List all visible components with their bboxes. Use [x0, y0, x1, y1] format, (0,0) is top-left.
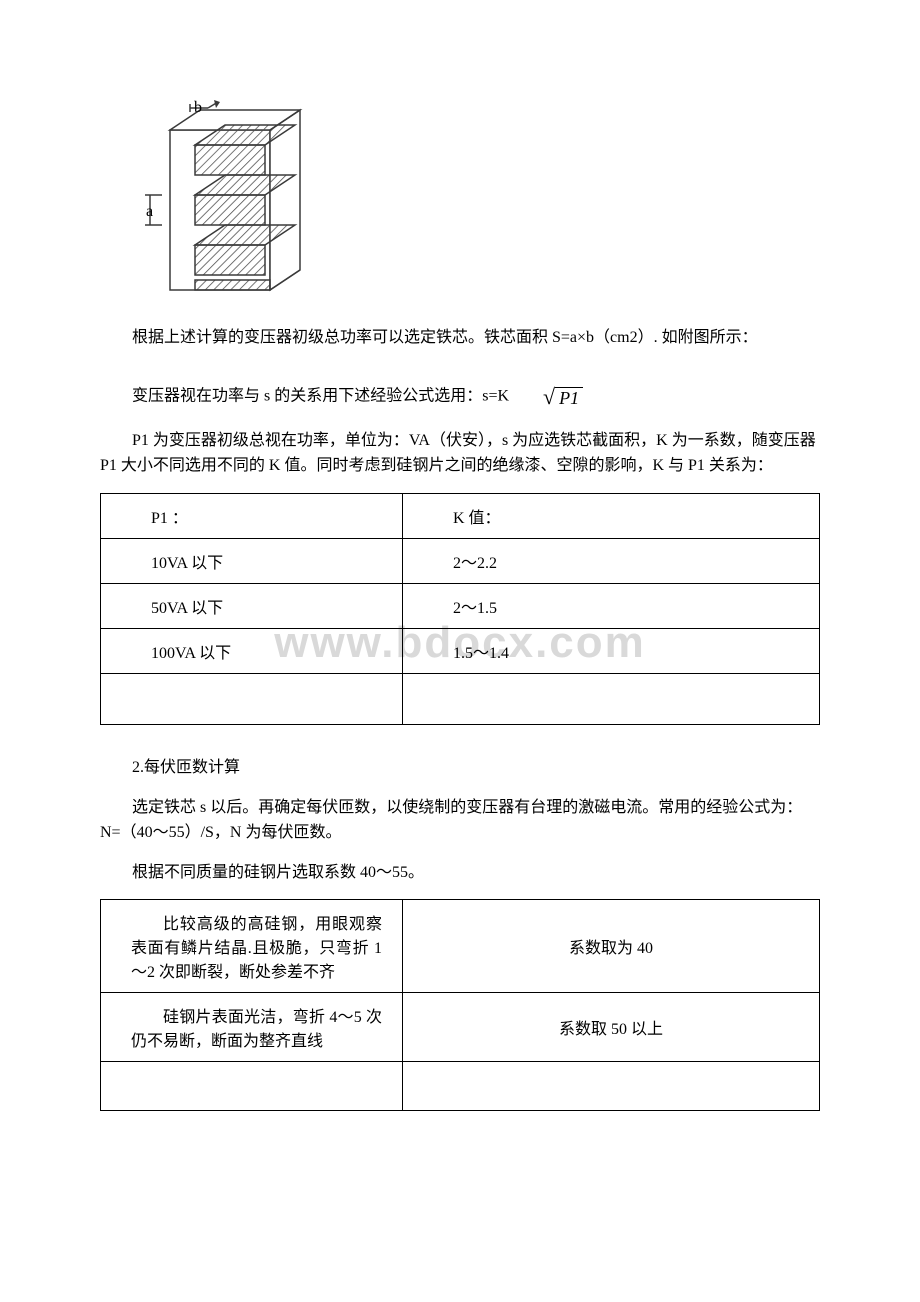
table-cell: 2～1.5 — [402, 583, 819, 628]
sqrt-expression: √P1 — [511, 379, 583, 414]
formula-line: 变压器视在功率与 s 的关系用下述经验公式选用：s=K√P1 — [100, 379, 820, 414]
table-row — [101, 673, 820, 724]
paragraph-core-area: 根据上述计算的变压器初级总功率可以选定铁芯。铁芯面积 S=a×b（cm2）. 如… — [100, 325, 820, 351]
table-row: 硅钢片表面光洁，弯折 4～5 次仍不易断，断面为整齐直线 系数取 50 以上 — [101, 993, 820, 1062]
table-cell: 50VA 以下 — [101, 583, 403, 628]
table-row — [101, 1062, 820, 1111]
table-row: 比较高级的高硅钢，用眼观察表面有鳞片结晶.且极脆，只弯折 1～2 次即断裂，断处… — [101, 900, 820, 993]
table-row: 100VA 以下 1.5～1.4 — [101, 628, 820, 673]
table-row: 50VA 以下 2～1.5 — [101, 583, 820, 628]
table-row: 10VA 以下 2～2.2 — [101, 538, 820, 583]
table-cell: 比较高级的高硅钢，用眼观察表面有鳞片结晶.且极脆，只弯折 1～2 次即断裂，断处… — [101, 900, 403, 993]
table-cell: K 值： — [402, 493, 819, 538]
section-heading-2: 2.每伏匝数计算 — [100, 755, 820, 781]
diagram-label-a: a — [146, 203, 153, 220]
table-cell: 系数取为 40 — [402, 900, 819, 993]
table-cell — [101, 1062, 403, 1111]
table-steel-quality: 比较高级的高硅钢，用眼观察表面有鳞片结晶.且极脆，只弯折 1～2 次即断裂，断处… — [100, 899, 820, 1111]
table-cell — [402, 673, 819, 724]
table-cell: 2～2.2 — [402, 538, 819, 583]
table-k-values: P1 ： K 值： 10VA 以下 2～2.2 50VA 以下 2～1.5 10… — [100, 493, 820, 725]
paragraph-turns-formula: 选定铁芯 s 以后。再确定每伏匝数，以使绕制的变压器有台理的激磁电流。常用的经验… — [100, 795, 820, 846]
paragraph-k-explain: P1 为变压器初级总视在功率，单位为：VA（伏安），s 为应选铁芯截面积，K 为… — [100, 428, 820, 479]
core-cross-section-diagram: b a — [140, 100, 820, 305]
formula-prefix: 变压器视在功率与 s 的关系用下述经验公式选用：s=K — [132, 387, 509, 404]
diagram-label-b: b — [194, 100, 202, 116]
table-cell: 硅钢片表面光洁，弯折 4～5 次仍不易断，断面为整齐直线 — [101, 993, 403, 1062]
table-cell: 1.5～1.4 — [402, 628, 819, 673]
table-cell — [402, 1062, 819, 1111]
table-cell — [101, 673, 403, 724]
table-cell: 10VA 以下 — [101, 538, 403, 583]
table-cell: 100VA 以下 — [101, 628, 403, 673]
table-cell: 系数取 50 以上 — [402, 993, 819, 1062]
table-row: P1 ： K 值： — [101, 493, 820, 538]
table-cell: P1 ： — [101, 493, 403, 538]
paragraph-coefficient-select: 根据不同质量的硅钢片选取系数 40～55。 — [100, 860, 820, 886]
